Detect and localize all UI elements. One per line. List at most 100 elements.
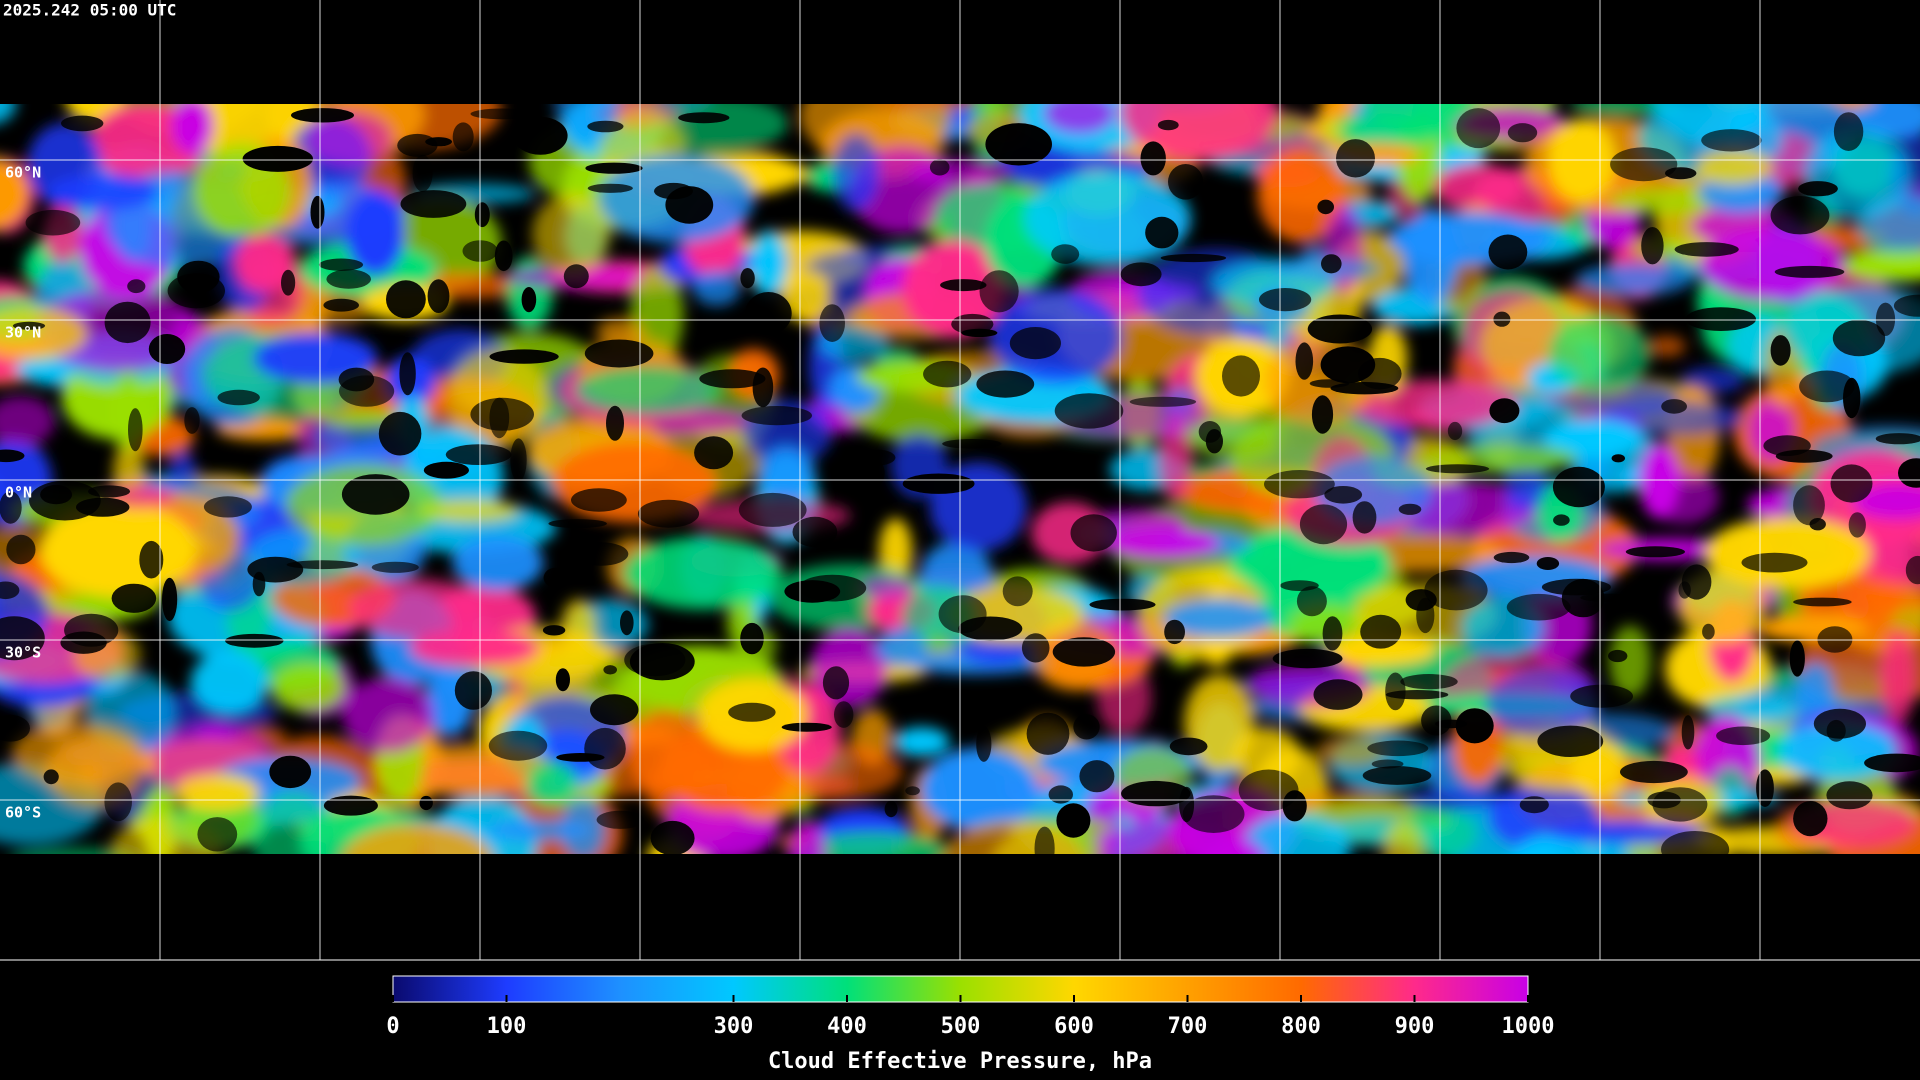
cloud-blob	[1699, 228, 1845, 301]
clear-patch	[1763, 435, 1811, 457]
clear-patch	[985, 123, 1052, 166]
clear-patch	[584, 339, 654, 368]
clear-patch	[1770, 335, 1791, 366]
clear-patch	[6, 534, 36, 565]
clear-patch	[940, 279, 987, 292]
clear-patch	[1832, 319, 1886, 357]
clear-patch	[571, 488, 627, 512]
cloud-blob	[575, 365, 723, 416]
clear-patch	[247, 556, 304, 583]
clear-patch	[104, 301, 151, 344]
colorbar-tick-label: 800	[1281, 1014, 1321, 1039]
cloud-blob	[452, 534, 544, 591]
clear-patch	[822, 666, 850, 700]
clear-patch	[323, 298, 360, 312]
clear-patch	[819, 304, 845, 342]
clear-patch	[738, 492, 807, 527]
clear-patch	[1129, 396, 1197, 407]
cloud-blob	[1542, 418, 1643, 459]
cloud-blob	[1304, 118, 1343, 143]
clear-patch	[1295, 342, 1314, 380]
clear-patch	[1400, 674, 1458, 690]
clear-patch	[741, 406, 812, 426]
clear-patch	[269, 755, 312, 789]
clear-patch	[929, 159, 950, 176]
cloud-blob	[1242, 812, 1351, 854]
cloud-blob	[757, 444, 816, 501]
clear-patch	[1553, 514, 1570, 526]
clear-patch	[1506, 593, 1571, 621]
clear-patch	[1493, 551, 1530, 564]
clear-patch	[728, 702, 776, 722]
cloud-blob	[1880, 630, 1916, 724]
clear-patch	[555, 668, 571, 692]
colorbar-tick-label: 100	[487, 1014, 527, 1039]
clear-patch	[378, 411, 422, 456]
clear-patch	[1264, 470, 1335, 499]
cloud-blob	[561, 599, 597, 653]
clear-patch	[1826, 781, 1873, 810]
clear-patch	[792, 516, 838, 548]
clear-patch	[563, 264, 589, 289]
clear-patch	[781, 722, 832, 732]
clear-patch	[1182, 795, 1245, 833]
clear-patch	[979, 270, 1019, 313]
clear-patch	[1536, 557, 1560, 570]
cloud-blob	[342, 823, 493, 854]
cloud-blob	[881, 104, 983, 111]
cloud-blob	[789, 820, 826, 854]
clear-patch	[542, 625, 566, 636]
cloud-blob	[1103, 526, 1220, 560]
cloud-blob	[1609, 625, 1651, 698]
cloud-blob	[1647, 335, 1686, 357]
clear-patch	[0, 714, 30, 742]
cloud-blob	[349, 578, 484, 639]
clear-patch	[1447, 421, 1463, 441]
cloud-blob	[234, 233, 296, 293]
clear-patch	[427, 279, 450, 313]
cloud-blob	[778, 269, 832, 322]
clear-patch	[310, 195, 325, 229]
clear-patch	[291, 108, 354, 123]
clear-patch	[587, 120, 624, 133]
clear-patch	[1716, 726, 1771, 746]
cloud-blob	[1804, 127, 1912, 220]
clear-patch	[1021, 633, 1050, 663]
clear-patch	[1054, 393, 1124, 429]
clear-patch	[976, 370, 1035, 398]
cloud-blob	[693, 270, 741, 306]
clear-patch	[127, 279, 146, 294]
clear-patch	[1299, 504, 1348, 545]
clear-patch	[323, 795, 378, 816]
clear-patch	[1421, 705, 1452, 736]
clear-patch	[678, 112, 730, 124]
clear-patch	[399, 352, 416, 396]
colorbar-tick-label: 500	[941, 1014, 981, 1039]
clear-patch	[1875, 433, 1920, 445]
clear-patch	[1048, 785, 1074, 804]
cloud-blob	[342, 677, 434, 753]
clear-patch	[860, 449, 896, 466]
cloud-blob	[47, 173, 160, 211]
clear-patch	[1002, 576, 1033, 607]
clear-patch	[884, 800, 898, 818]
clear-patch	[1259, 288, 1312, 312]
cloud-blob	[526, 761, 577, 807]
clear-patch	[338, 367, 375, 392]
clear-patch	[624, 643, 686, 677]
clear-patch	[489, 349, 559, 364]
clear-patch	[1875, 302, 1896, 336]
clear-patch	[1625, 546, 1685, 558]
clear-patch	[281, 269, 296, 296]
clear-patch	[111, 583, 157, 613]
cloud-blob	[1383, 819, 1424, 854]
clear-patch	[1793, 801, 1828, 837]
clear-patch	[740, 268, 755, 289]
colorbar-tick-label: 900	[1395, 1014, 1435, 1039]
cloud-blob	[174, 773, 260, 812]
clear-patch	[590, 694, 639, 726]
clear-patch	[1120, 262, 1162, 287]
clear-patch	[1678, 581, 1691, 599]
clear-patch	[1168, 164, 1204, 200]
